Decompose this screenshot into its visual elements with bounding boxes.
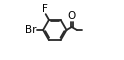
- Text: F: F: [42, 4, 48, 14]
- Text: Br: Br: [25, 25, 37, 35]
- Text: O: O: [68, 11, 76, 21]
